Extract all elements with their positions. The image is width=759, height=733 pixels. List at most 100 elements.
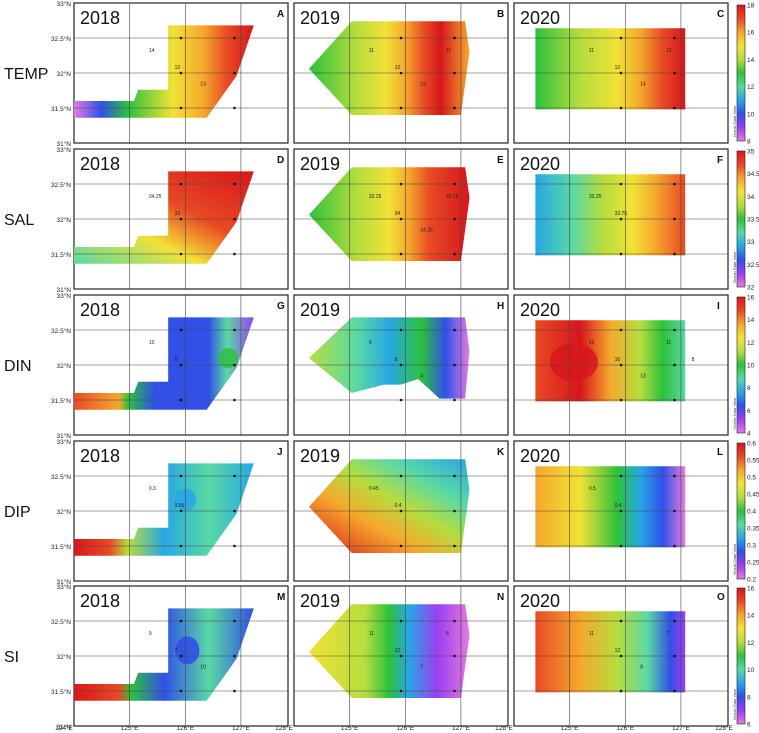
data-field bbox=[535, 611, 686, 693]
colorbar-tick-label: 0.3 bbox=[747, 543, 756, 550]
station-dot bbox=[673, 217, 676, 221]
station-dot bbox=[233, 328, 236, 332]
colorbar-tick-label: 0.55 bbox=[747, 458, 759, 465]
data-field bbox=[309, 459, 470, 553]
colorbar-tick-label: 0.25 bbox=[747, 560, 759, 567]
lat-tick-label: 31.5°N bbox=[51, 397, 71, 405]
contour-label: 12 bbox=[395, 648, 401, 654]
station-dot bbox=[179, 106, 183, 110]
station-dot bbox=[399, 71, 403, 75]
colorbar-note: Ocean Data View bbox=[732, 544, 737, 575]
data-field bbox=[74, 463, 254, 556]
data-field bbox=[74, 317, 254, 410]
contour-label: 12 bbox=[615, 65, 621, 71]
year-label: 2020 bbox=[520, 154, 560, 174]
contour-blob bbox=[175, 636, 200, 665]
contour-label: 0.4 bbox=[395, 503, 402, 509]
year-label: 2019 bbox=[300, 300, 340, 320]
colorbar-dip bbox=[736, 442, 746, 580]
contour-label: 33.75 bbox=[615, 211, 628, 217]
lon-tick-label: 125°E bbox=[341, 724, 359, 732]
contour-label: 7 bbox=[666, 631, 669, 637]
lon-tick-label: 127°E bbox=[672, 724, 690, 732]
panel-l: 2020 L 0.5 0.4 bbox=[513, 440, 729, 582]
contour-label: 8 bbox=[395, 357, 398, 363]
colorbar-note: Ocean Data View bbox=[732, 398, 737, 429]
contour-label: 13 bbox=[420, 82, 426, 88]
lat-tick-label: 32°N bbox=[56, 216, 71, 224]
contour-label: 12 bbox=[395, 65, 401, 71]
contour-label: 7 bbox=[175, 648, 178, 654]
station-dot bbox=[179, 182, 183, 186]
station-dot bbox=[233, 217, 236, 221]
panel-letter: I bbox=[717, 301, 720, 312]
colorbar-sal bbox=[736, 150, 746, 288]
contour-label: 9 bbox=[149, 631, 152, 637]
panel-letter: C bbox=[717, 9, 724, 20]
lat-tick-label: 32.5°N bbox=[51, 181, 71, 189]
colorbar-note: Ocean Data View bbox=[732, 106, 737, 137]
lat-tick-label: 32°N bbox=[56, 653, 71, 661]
panel-letter: F bbox=[717, 155, 723, 166]
lat-tick-label: 31.5°N bbox=[51, 251, 71, 259]
contour-label: 0.3 bbox=[149, 486, 156, 492]
lat-tick-label: 32°N bbox=[56, 508, 71, 516]
panel-h: 2019 H 6 8 4 bbox=[293, 294, 509, 436]
station-dot bbox=[619, 474, 623, 478]
panel-letter: B bbox=[497, 9, 504, 20]
colorbar-tick-label: 33 bbox=[747, 239, 755, 246]
data-field bbox=[74, 25, 254, 118]
lat-tick-label: 31.5°N bbox=[51, 543, 71, 551]
station-dot bbox=[233, 363, 236, 367]
contour-label: 12 bbox=[589, 340, 595, 346]
station-dot bbox=[453, 398, 456, 402]
row-label-sal: SAL bbox=[4, 212, 34, 229]
station-dot bbox=[179, 398, 183, 402]
colorbar-tick-label: 32.5 bbox=[747, 262, 759, 269]
contour-label: 14 bbox=[640, 82, 646, 88]
panel-letter: J bbox=[277, 447, 283, 458]
station-dot bbox=[453, 544, 456, 548]
station-dot bbox=[619, 509, 623, 513]
contour-label: 4 bbox=[420, 374, 423, 380]
lat-tick-label: 31.5°N bbox=[51, 105, 71, 113]
data-field bbox=[309, 21, 470, 116]
lat-tick-label: 31°N bbox=[56, 723, 71, 731]
station-dot bbox=[399, 689, 403, 693]
panel-g: 2018 G 10 8 bbox=[73, 294, 289, 436]
colorbar-tick-label: 14 bbox=[747, 613, 755, 620]
station-dot bbox=[399, 217, 403, 221]
station-dot bbox=[453, 654, 456, 658]
station-dot bbox=[399, 36, 403, 40]
contour-label: 0.5 bbox=[589, 486, 596, 492]
year-label: 2019 bbox=[300, 446, 340, 466]
station-dot bbox=[453, 182, 456, 186]
lat-tick-label: 33°N bbox=[56, 438, 71, 446]
station-dot bbox=[399, 619, 403, 623]
year-label: 2019 bbox=[300, 591, 340, 611]
lon-tick-label: 126°E bbox=[616, 724, 634, 732]
colorbar-tick-label: 35 bbox=[747, 149, 755, 156]
contour-label: 12 bbox=[175, 65, 181, 71]
contour-label: 0.55 bbox=[175, 503, 185, 509]
data-field bbox=[535, 174, 686, 256]
lat-tick-label: 32°N bbox=[56, 70, 71, 78]
lon-tick-label: 127°E bbox=[232, 724, 250, 732]
contour-label: 8 bbox=[640, 665, 643, 671]
station-dot bbox=[619, 654, 623, 658]
station-dot bbox=[453, 106, 456, 110]
year-label: 2020 bbox=[520, 446, 560, 466]
station-dot bbox=[619, 71, 623, 75]
colorbar-tick-label: 8 bbox=[747, 694, 751, 701]
station-dot bbox=[453, 252, 456, 256]
colorbar-tick-label: 16 bbox=[747, 30, 755, 37]
colorbar-tick-label: 6 bbox=[747, 408, 751, 415]
year-label: 2020 bbox=[520, 8, 560, 28]
lat-tick-label: 33°N bbox=[56, 583, 71, 591]
station-dot bbox=[619, 689, 623, 693]
lat-tick-label: 33°N bbox=[56, 0, 71, 8]
contour-label: 8 bbox=[175, 357, 178, 363]
station-dot bbox=[399, 509, 403, 513]
station-dot bbox=[233, 106, 236, 110]
